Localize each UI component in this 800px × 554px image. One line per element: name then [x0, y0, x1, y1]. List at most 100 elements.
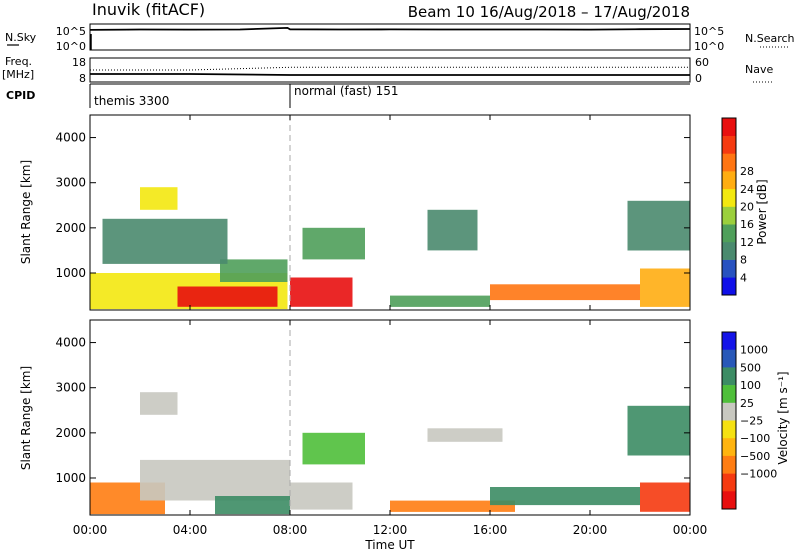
power-cbar-swatch-0: [722, 277, 736, 296]
freq-series-line: [90, 73, 690, 76]
power-region-3: [290, 277, 353, 307]
velocity-cbar-swatch-2: [722, 367, 736, 386]
velocity-cbar-tick-100: 100: [740, 379, 761, 392]
velocity-cbar-tick-1000: 1000: [740, 344, 768, 357]
velocity-region-5: [490, 487, 640, 506]
time-axis-label: Time UT: [364, 538, 415, 552]
velocity-ytick-3000: 3000: [55, 381, 86, 395]
freq-label: Freq.: [5, 55, 32, 68]
power-region-11: [627, 200, 690, 251]
power-cbar-frame: [721, 117, 737, 296]
power-region-10: [140, 187, 178, 210]
velocity-region-7: [427, 428, 503, 442]
power-region-7: [102, 218, 228, 264]
time-tick-0000: 00:00: [73, 523, 108, 537]
velocity-cbar-swatch-6: [722, 438, 736, 457]
cpid-label: CPID: [6, 89, 35, 102]
velocity-cbar-tick-neg1000: −1000: [740, 468, 777, 481]
cpid-panel: CPID themis 3300 normal (fast) 151: [6, 83, 690, 108]
velocity-region-2: [215, 496, 290, 515]
velocity-cbar-tick-500: 500: [740, 361, 761, 374]
velocity-ytick-4000: 4000: [55, 336, 86, 350]
velocity-region-6: [640, 482, 690, 512]
power-cbar-swatch-4: [722, 206, 736, 225]
power-cbar-swatch-2: [722, 241, 736, 260]
velocity-cbar-swatch-9: [722, 491, 736, 510]
power-cbar-tick-20: 20: [740, 201, 754, 214]
sky-search-frame: [89, 23, 691, 51]
velocity-region-3: [290, 482, 353, 510]
power-y-ticks: 1000 2000 3000 4000: [55, 131, 86, 280]
power-colorbar-label: Power [dB]: [755, 179, 769, 244]
power-cbar-swatch-8: [722, 135, 736, 154]
power-ytick-1000: 1000: [55, 266, 86, 280]
power-cbar-tick-28: 28: [740, 165, 754, 178]
velocity-cbar-swatch-1: [722, 349, 736, 368]
velocity-colorbar-label: Velocity [m s⁻¹]: [776, 371, 790, 464]
power-region-9: [427, 209, 478, 251]
sky-tick-top: 10^5: [56, 25, 86, 38]
power-region-5: [390, 295, 490, 307]
velocity-cbar-swatch-8: [722, 473, 736, 492]
search-tick-top: 10^5: [694, 25, 724, 38]
velocity-region-4: [390, 500, 515, 512]
velocity-y-ticks: 1000 2000 3000 4000: [55, 336, 86, 485]
power-region-1: [177, 286, 278, 307]
power-ytick-2000: 2000: [55, 221, 86, 235]
n-sky-label: N.Sky: [5, 31, 37, 44]
time-tick-2000: 20:00: [573, 523, 608, 537]
velocity-cbar-tick-25: 25: [740, 397, 754, 410]
velocity-region-9: [140, 392, 178, 415]
station-title: Inuvik (fitACF): [92, 0, 205, 19]
power-colorbar: [721, 117, 737, 296]
time-tick-0400: 04:00: [173, 523, 208, 537]
velocity-ytick-2000: 2000: [55, 426, 86, 440]
time-tick-0800: 08:00: [273, 523, 308, 537]
n-sky-series-line: [89, 26, 691, 31]
velocity-region-10: [627, 405, 690, 456]
power-cbar-tick-12: 12: [740, 236, 754, 249]
power-heatmap-cells: [90, 137, 690, 310]
power-ytick-4000: 4000: [55, 131, 86, 145]
velocity-heatmap-cells: [90, 342, 690, 515]
power-colorbar-ticks: 4 8 12 16 20 24 28: [740, 165, 754, 284]
velocity-ytick-1000: 1000: [55, 471, 86, 485]
search-tick-bottom: 10^0: [694, 40, 724, 53]
power-cbar-swatch-7: [722, 153, 736, 172]
sky-tick-bottom: 10^0: [56, 40, 86, 53]
power-cbar-swatch-3: [722, 224, 736, 243]
velocity-cbar-swatch-4: [722, 402, 736, 421]
power-region-4: [490, 284, 640, 301]
velocity-colorbar: [721, 331, 737, 510]
time-tick-2400: 00:00: [673, 523, 708, 537]
velocity-region-1: [140, 459, 290, 501]
power-cbar-swatch-9: [722, 118, 736, 136]
velocity-region-8: [302, 432, 365, 465]
power-region-2: [220, 259, 288, 282]
velocity-cbar-tick-neg500: −500: [740, 450, 770, 463]
time-tick-1200: 12:00: [373, 523, 408, 537]
velocity-colorbar-ticks: 1000 500 100 25 −25 −100 −500 −1000: [740, 344, 777, 481]
velocity-y-axis-label: Slant Range [km]: [19, 366, 33, 470]
beam-date-title: Beam 10 16/Aug/2018 – 17/Aug/2018: [408, 3, 690, 21]
velocity-cbar-swatch-5: [722, 420, 736, 439]
power-region-8: [302, 227, 365, 260]
power-region-6: [640, 268, 690, 307]
power-cbar-tick-24: 24: [740, 183, 754, 196]
freq-tick-bottom: 8: [79, 72, 86, 85]
time-axis: 00:00 04:00 08:00 12:00 16:00 20:00 00:0…: [73, 115, 708, 537]
nave-tick-top: 60: [695, 56, 709, 69]
power-ytick-3000: 3000: [55, 176, 86, 190]
sky-search-panel: N.Sky 10^5 10^0 10^5 10^0 N.Search: [5, 23, 795, 53]
power-cbar-tick-4: 4: [740, 271, 747, 284]
time-tick-1600: 16:00: [473, 523, 508, 537]
nave-tick-bottom: 0: [695, 72, 702, 85]
power-cbar-swatch-6: [722, 171, 736, 190]
freq-unit: [MHz]: [2, 68, 34, 81]
power-y-axis-label: Slant Range [km]: [19, 160, 33, 264]
power-cbar-swatch-1: [722, 259, 736, 278]
freq-tick-top: 18: [72, 56, 86, 69]
nave-label: Nave: [745, 63, 773, 76]
power-cbar-tick-16: 16: [740, 218, 754, 231]
